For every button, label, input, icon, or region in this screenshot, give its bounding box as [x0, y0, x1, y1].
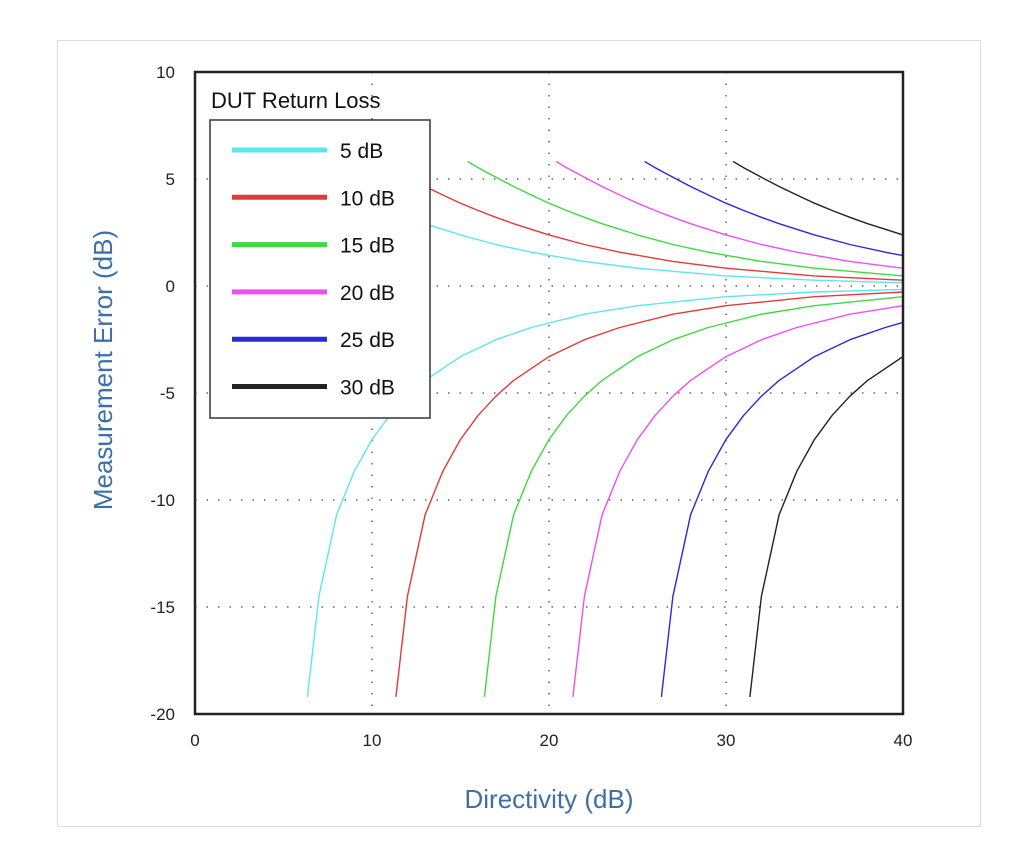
x-tick-label: 0 [190, 731, 199, 750]
x-tick-label: 10 [363, 731, 382, 750]
series-line-lower [483, 296, 904, 697]
legend-label: 10 dB [340, 187, 395, 210]
series-line-lower [572, 305, 904, 697]
series-line-lower [395, 291, 904, 697]
legend-label: 25 dB [340, 329, 395, 352]
legend-label: 5 dB [340, 140, 383, 163]
series-line-upper [555, 160, 904, 269]
series-line-upper [378, 160, 904, 281]
legend-title: DUT Return Loss [211, 88, 381, 113]
x-tick-label: 30 [717, 731, 736, 750]
y-tick-label: 5 [166, 170, 175, 189]
series-line-upper [644, 160, 904, 257]
legend-label: 20 dB [340, 282, 395, 305]
legend: 5 dB 10 dB 15 dB 20 dB 25 dB 30 dB [209, 119, 431, 419]
series-line-upper [732, 160, 904, 236]
x-tick-label: 40 [894, 731, 913, 750]
series-line-upper [467, 160, 904, 277]
x-tick-label: 20 [540, 731, 559, 750]
y-tick-label: -10 [150, 491, 175, 510]
tick-labels: 0 10 20 30 40 10 5 0 -5 -10 -15 -20 [150, 63, 912, 750]
y-tick-label: 0 [166, 277, 175, 296]
legend-label: 15 dB [340, 235, 395, 258]
y-tick-label: -20 [150, 705, 175, 724]
plot-frame [193, 70, 905, 716]
legend-label: 30 dB [340, 377, 395, 400]
series-line-lower [749, 356, 904, 697]
y-tick-label: 10 [156, 63, 175, 82]
series-line-lower [660, 321, 904, 697]
x-axis-title: Directivity (dB) [464, 784, 633, 814]
y-tick-label: -15 [150, 598, 175, 617]
series-line-lower [306, 288, 904, 697]
y-tick-label: -5 [160, 384, 175, 403]
y-axis-title: Measurement Error (dB) [88, 230, 118, 510]
legend-box [209, 119, 431, 419]
